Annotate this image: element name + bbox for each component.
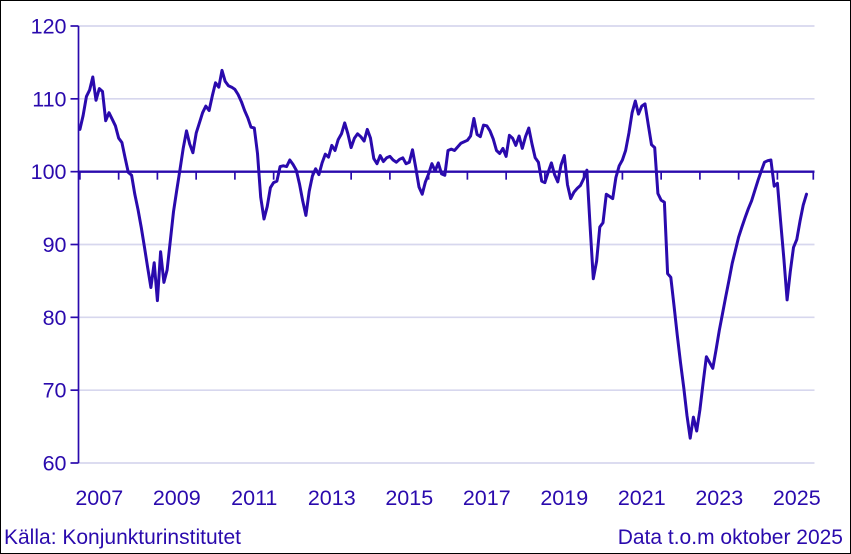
y-axis-tick-label: 110 <box>32 87 66 111</box>
x-axis-tick-label: 2017 <box>463 486 511 510</box>
y-axis-tick-label: 120 <box>31 15 67 39</box>
x-axis-tick-label: 2013 <box>308 486 356 510</box>
x-axis-tick-label: 2007 <box>75 486 123 510</box>
x-axis-tick-label: 2011 <box>231 486 277 510</box>
y-axis-tick-label: 70 <box>43 379 67 403</box>
x-axis-tick-label: 2021 <box>618 486 666 510</box>
x-axis-tick-label: 2025 <box>773 486 821 510</box>
x-axis-tick-label: 2023 <box>695 486 743 510</box>
y-axis-tick-label: 100 <box>31 160 67 184</box>
y-axis-tick-label: 90 <box>43 233 67 257</box>
y-axis-tick-label: 80 <box>43 306 67 330</box>
indicator-line <box>78 68 808 440</box>
data-note-label: Data t.o.m oktober 2025 <box>617 526 843 549</box>
y-axis-tick-label: 60 <box>43 452 67 476</box>
source-label: Källa: Konjunkturinstitutet <box>4 526 241 549</box>
x-axis-tick-label: 2009 <box>153 486 201 510</box>
x-axis-tick-label: 2019 <box>540 486 588 510</box>
x-axis-tick-label: 2015 <box>385 486 433 510</box>
